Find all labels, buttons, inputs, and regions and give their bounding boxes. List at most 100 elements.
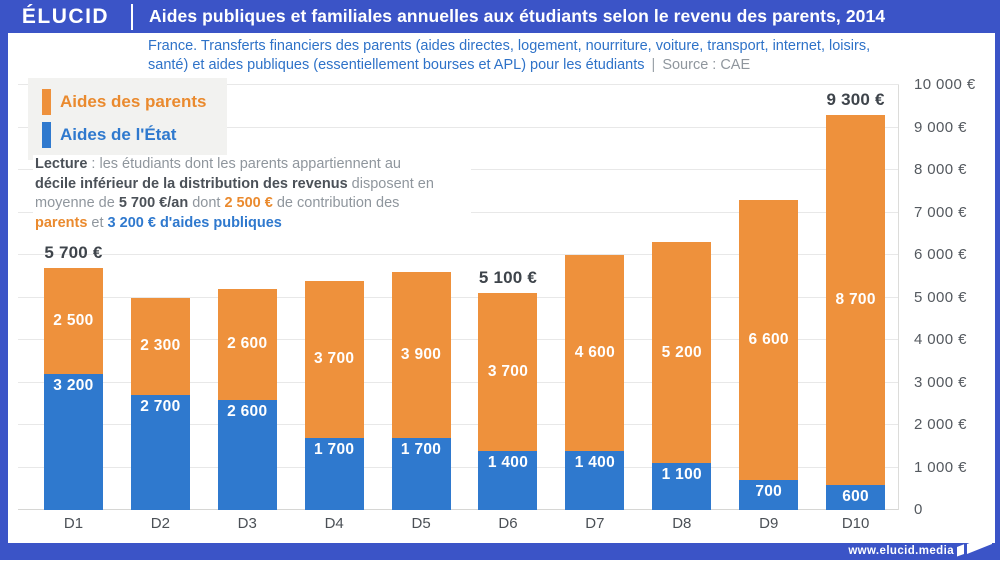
x-tick-label-d7: D7 (585, 515, 605, 532)
segment-value-label: 700 (755, 483, 783, 501)
left-border-stripe (0, 33, 8, 560)
segment-parents: 2 600 (217, 289, 277, 400)
x-tick-label-d5: D5 (411, 515, 431, 532)
segment-etat: 2 600 (217, 399, 277, 510)
stacked-bar-d7: 4 600 1 400 (565, 255, 625, 510)
segment-parents: 4 600 (565, 255, 625, 451)
segment-etat: 1 400 (478, 450, 538, 510)
segment-value-label: 600 (842, 487, 869, 505)
segment-value-label: 3 900 (400, 345, 442, 363)
segment-value-label: 5 200 (661, 343, 702, 361)
segment-parents: 5 200 (652, 242, 712, 464)
x-tick-label-d4: D4 (324, 515, 344, 532)
source-label: Source : CAE (662, 57, 751, 73)
x-tick-label-d8: D8 (672, 515, 692, 532)
x-tick-label-d9: D9 (759, 515, 779, 532)
lecture-line: moyenne de 5 700 €/an dont 2 500 € de co… (35, 195, 400, 211)
segment-value-label: 1 400 (574, 453, 616, 471)
segment-etat: 1 700 (304, 437, 364, 510)
subtitle-line2: santé) et aides publiques (essentielleme… (148, 57, 645, 73)
stacked-bar-d6: 5 100 € 3 700 1 400 (478, 268, 538, 510)
right-border-stripe (995, 33, 1000, 560)
chart-legend: Aides des parents Aides de l'État (28, 78, 227, 160)
total-label-d10: 9 300 € (826, 89, 885, 109)
segment-parents: 2 500 (43, 267, 103, 374)
segment-etat: 600 (826, 484, 886, 510)
segment-etat: 1 700 (391, 437, 451, 510)
header-divider (131, 3, 133, 30)
stacked-bar-d3: 2 600 2 600 (217, 289, 277, 510)
elucid-flag-icon (955, 532, 995, 563)
header-bar: ÉLUCID Aides publiques et familiales ann… (0, 0, 1000, 33)
gridline (18, 84, 899, 85)
segment-etat: 700 (739, 480, 799, 510)
segment-value-label: 2 500 (53, 311, 94, 329)
gridline (18, 424, 899, 425)
gridline (18, 509, 899, 510)
segment-etat: 1 400 (565, 450, 625, 510)
stacked-bar-d2: 2 300 2 700 (130, 297, 190, 510)
lecture-line: parents et 3 200 € d'aides publiques (35, 214, 282, 231)
y-tick-label: 6 000 € (914, 246, 967, 263)
segment-value-label: 2 700 (140, 398, 181, 416)
subtitle-separator: | (651, 57, 656, 73)
segment-parents: 3 900 (391, 272, 451, 438)
bar-slot-d7: 4 600 1 400 (551, 85, 638, 510)
lecture-line: Lecture : les étudiants dont les parents… (35, 156, 401, 172)
bar-slot-d6: 5 100 € 3 700 1 400 (465, 85, 552, 510)
stacked-bar-d1: 5 700 € 2 500 3 200 (43, 243, 103, 510)
segment-value-label: 3 700 (487, 362, 529, 380)
segment-etat: 3 200 (43, 374, 103, 510)
segment-value-label: 1 400 (487, 453, 529, 471)
bar-slot-d8: 5 200 1 100 (638, 85, 725, 510)
chart-subtitle: France. Transferts financiers des parent… (148, 37, 988, 75)
segment-value-label: 3 700 (314, 350, 355, 368)
segment-value-label: 3 200 (53, 377, 94, 394)
legend-swatch (42, 122, 51, 148)
x-tick-label-d3: D3 (237, 515, 257, 532)
y-tick-label: 10 000 € (914, 76, 976, 93)
lecture-line: décile inférieur de la distribution des … (35, 175, 434, 192)
stacked-bar-d5: 3 900 1 700 (391, 272, 451, 510)
total-label-d1: 5 700 € (44, 242, 103, 262)
segment-parents: 8 700 (826, 114, 886, 485)
y-tick-label: 3 000 € (914, 373, 967, 391)
segment-etat: 2 700 (130, 395, 190, 510)
y-tick-label: 5 000 € (914, 288, 967, 306)
x-tick-label-d6: D6 (498, 515, 518, 532)
segment-parents: 6 600 (739, 199, 799, 481)
legend-item: Aides de l'État (42, 122, 213, 148)
gridline (18, 126, 899, 128)
y-tick-label: 9 000 € (914, 118, 967, 136)
y-tick-label: 4 000 € (914, 331, 967, 348)
segment-value-label: 8 700 (835, 290, 876, 308)
x-tick-label-d2: D2 (150, 515, 170, 532)
y-tick-label: 1 000 € (914, 458, 967, 476)
plot-right-edge (898, 85, 899, 510)
stacked-bar-d10: 9 300 € 8 700 600 (826, 90, 886, 510)
bar-slot-d2: 2 300 2 700 (117, 85, 204, 510)
segment-value-label: 2 600 (227, 402, 268, 420)
bar-slot-d5: 3 900 1 700 (378, 85, 465, 510)
page-title: Aides publiques et familiales annuelles … (149, 6, 886, 26)
x-axis: D1 D2 D3 D4 D5 D6 D7 D8 D9 D10 (30, 515, 899, 532)
y-axis: 0 1 000 € 2 000 € 3 000 € 4 000 € 5 000 € 6 00… (914, 76, 994, 518)
total-label-d6: 5 100 € (478, 268, 538, 288)
segment-parents: 2 300 (130, 297, 190, 396)
y-tick-label: 0 (914, 501, 923, 518)
y-tick-label: 7 000 € (914, 203, 967, 221)
legend-label: Aides de l'État (60, 125, 177, 144)
bar-slot-d4: 3 700 1 700 (291, 85, 378, 510)
y-tick-label: 8 000 € (914, 161, 967, 178)
segment-value-label: 1 100 (661, 466, 702, 484)
segment-parents: 3 700 (478, 293, 538, 451)
segment-value-label: 6 600 (748, 331, 789, 348)
gridline (18, 254, 899, 255)
lecture-note: Lecture : les étudiants dont les parents… (33, 155, 471, 233)
stacked-bar-d9: 6 600 700 (739, 199, 799, 510)
subtitle-line1: France. Transferts financiers des parent… (148, 38, 871, 54)
gridline (18, 296, 899, 298)
segment-parents: 3 700 (304, 280, 364, 438)
elucid-logo: ÉLUCID (21, 4, 110, 28)
